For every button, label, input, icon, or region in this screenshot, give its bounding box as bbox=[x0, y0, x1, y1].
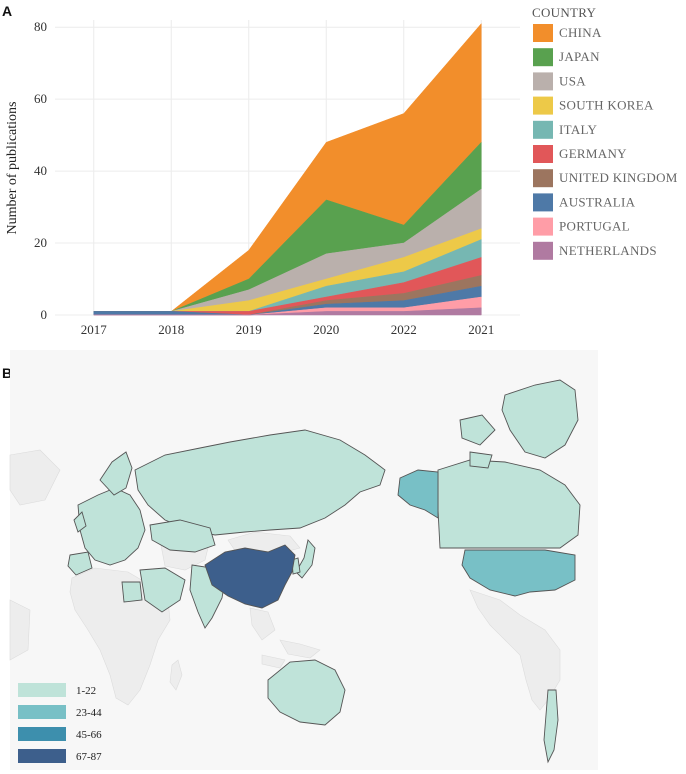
greenland-region bbox=[501, 379, 579, 459]
legend-items: CHINA JAPAN USA SOUTH KOREA ITALY GERMANY UNIT… bbox=[533, 24, 678, 260]
chile-region bbox=[543, 689, 559, 764]
map-legend: 1-22 23-44 45-66 67-87 bbox=[18, 683, 102, 763]
legend-label: SOUTH KOREA bbox=[559, 98, 654, 113]
map-legend-swatch bbox=[18, 683, 66, 697]
legend-swatch bbox=[533, 217, 553, 236]
legend-label: GERMANY bbox=[559, 146, 627, 161]
legend-label: ITALY bbox=[559, 122, 597, 137]
usa-region bbox=[461, 549, 576, 597]
x-tick-label: 2021 bbox=[468, 322, 494, 337]
madagascar-landmass bbox=[169, 659, 183, 691]
western-edge-landmass bbox=[9, 449, 61, 661]
legend-swatch bbox=[533, 72, 553, 91]
southeast-asia-landmass bbox=[249, 607, 321, 669]
legend-swatch bbox=[533, 145, 553, 163]
legend-swatch bbox=[533, 120, 553, 139]
map-legend-label: 67-87 bbox=[76, 751, 102, 763]
map-legend-label: 45-66 bbox=[76, 729, 102, 741]
legend-swatch bbox=[533, 169, 553, 188]
map-legend-label: 23-44 bbox=[76, 707, 102, 719]
y-tick-label: 60 bbox=[34, 91, 47, 106]
legend-label: JAPAN bbox=[559, 49, 600, 64]
map-legend-swatch bbox=[18, 727, 66, 741]
area-series bbox=[93, 22, 482, 316]
panel-b-label: B bbox=[2, 365, 12, 381]
arctic-islands-region bbox=[459, 414, 496, 469]
legend-swatch bbox=[533, 96, 553, 115]
legend-swatch bbox=[533, 48, 553, 67]
alaska-region bbox=[397, 469, 439, 519]
legend-swatch bbox=[533, 241, 553, 260]
map-legend-label: 1-22 bbox=[76, 685, 96, 697]
y-tick-label: 0 bbox=[41, 307, 48, 322]
panel-a-label: A bbox=[2, 3, 12, 19]
world-choropleth-map: 1-22 23-44 45-66 67-87 bbox=[9, 350, 598, 770]
middle-east-region bbox=[139, 567, 186, 613]
stacked-area-chart: 0 20 40 60 80 2017 2018 2019 2020 2022 2021 Numbe… bbox=[5, 19, 520, 337]
uk-region bbox=[73, 511, 87, 533]
y-tick-label: 40 bbox=[34, 163, 47, 178]
legend-swatch bbox=[533, 193, 553, 212]
legend-label: USA bbox=[559, 73, 586, 88]
scandinavia-region bbox=[99, 451, 133, 496]
kazakhstan-region bbox=[149, 519, 216, 553]
japan-region bbox=[295, 539, 316, 579]
x-tick-label: 2019 bbox=[236, 322, 262, 337]
x-tick-label: 2017 bbox=[81, 322, 108, 337]
y-tick-label: 20 bbox=[34, 235, 47, 250]
canada-region bbox=[437, 459, 581, 549]
y-axis-ticks: 0 20 40 60 80 bbox=[34, 19, 47, 322]
china-region bbox=[204, 544, 296, 609]
legend-label: UNITED KINGDOM bbox=[559, 170, 678, 185]
egypt-region bbox=[121, 581, 143, 603]
x-tick-label: 2020 bbox=[313, 322, 339, 337]
legend-label: NETHERLANDS bbox=[559, 243, 657, 258]
legend-swatch bbox=[533, 24, 553, 42]
legend-label: AUSTRALIA bbox=[559, 194, 636, 209]
country-legend: COUNTRY CHINA JAPAN USA SOUTH KOREA ITALY GER… bbox=[532, 5, 678, 260]
latin-america-landmass bbox=[469, 589, 561, 711]
x-tick-label: 2018 bbox=[158, 322, 184, 337]
y-tick-label: 80 bbox=[34, 19, 47, 34]
area-netherlands bbox=[93, 307, 482, 316]
legend-label: PORTUGAL bbox=[559, 219, 630, 234]
x-axis-ticks: 2017 2018 2019 2020 2022 2021 bbox=[81, 322, 495, 337]
australia-region bbox=[267, 659, 346, 726]
iberia-region bbox=[67, 551, 93, 576]
legend-title: COUNTRY bbox=[532, 5, 597, 20]
y-axis-label: Number of publications bbox=[5, 102, 20, 235]
map-legend-swatch bbox=[18, 749, 66, 763]
x-tick-label: 2022 bbox=[391, 322, 417, 337]
legend-label: CHINA bbox=[559, 25, 602, 40]
map-legend-swatch bbox=[18, 705, 66, 719]
